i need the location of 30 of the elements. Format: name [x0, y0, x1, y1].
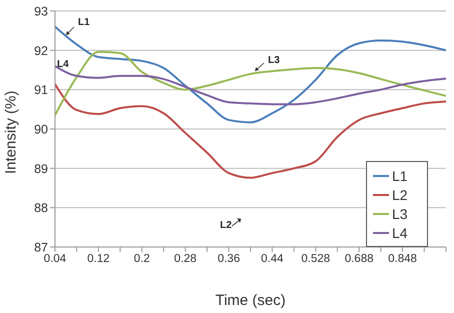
legend-label: L4 [391, 224, 409, 242]
y-tick-label: 88 [34, 201, 48, 216]
line-series [55, 65, 446, 106]
y-tick-label: 91 [34, 83, 48, 98]
x-tick-label: 0.2 [134, 253, 150, 266]
x-tick-label: 0.688 [344, 253, 374, 266]
annotation: L2 [220, 220, 232, 231]
y-tick-label: 89 [34, 162, 48, 176]
y-tick-label: 93 [34, 4, 48, 18]
legend-label: L1 [391, 166, 409, 185]
line-series [55, 83, 446, 179]
annotation: L1 [78, 17, 90, 28]
y-axis-title: Intensity (%) [2, 90, 20, 174]
legend-label: L2 [391, 186, 409, 204]
legend-label: L3 [391, 204, 409, 223]
x-tick-label: 0.04 [44, 253, 67, 266]
y-tick-label: 87 [34, 240, 48, 254]
x-tick-label: 0.528 [301, 253, 330, 266]
annotation: L3 [268, 55, 280, 66]
annotation: L4 [57, 59, 70, 70]
x-axis-title: Time (sec) [215, 292, 286, 309]
line-series [55, 26, 446, 124]
x-tick-label: 0.848 [388, 253, 417, 266]
y-tick-label: 90 [34, 122, 48, 136]
x-tick-label: 0.28 [174, 253, 197, 266]
x-tick-label: 0.36 [218, 253, 240, 266]
x-tick-label: 0.44 [261, 253, 284, 266]
line-series [55, 50, 446, 116]
x-tick-label: 0.12 [87, 253, 110, 266]
y-tick-label: 92 [34, 44, 48, 58]
